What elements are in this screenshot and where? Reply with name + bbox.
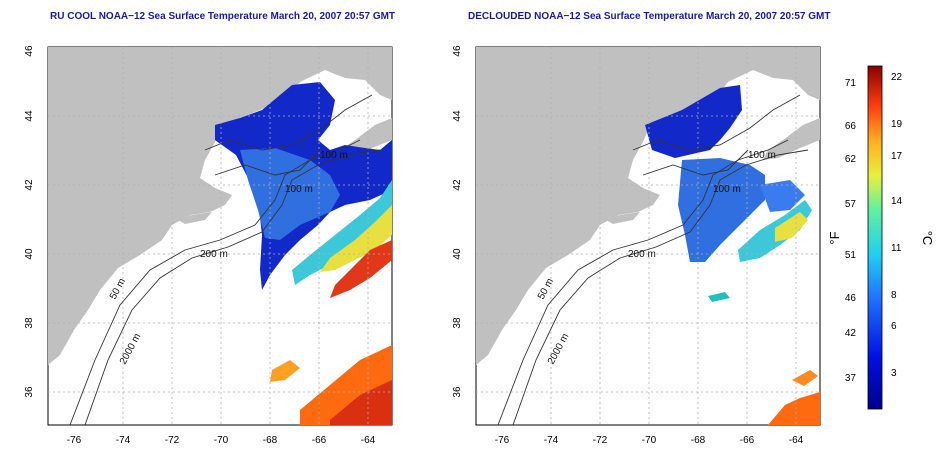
f-tick: 51 bbox=[845, 250, 857, 261]
map-right: 100 m 100 m 200 m 50 m 2000 m -76 -74 -7… bbox=[452, 45, 821, 446]
lat-tick: 42 bbox=[452, 179, 463, 191]
lon-tick: -72 bbox=[165, 435, 180, 446]
lon-tick: -64 bbox=[789, 435, 804, 446]
contour-label-100-mid: 100 m bbox=[285, 184, 313, 195]
map-left: 100 m 100 m 200 m 50 m 2000 m -76 -74 -7… bbox=[24, 45, 393, 446]
contour-label-200: 200 m bbox=[628, 249, 656, 260]
contour-label-100-north: 100 m bbox=[748, 150, 776, 161]
lat-tick: 44 bbox=[452, 110, 463, 122]
lat-tick: 40 bbox=[24, 248, 35, 260]
c-tick: 3 bbox=[891, 368, 897, 379]
grid-lines bbox=[476, 47, 820, 425]
c-tick: 8 bbox=[891, 290, 897, 301]
f-tick: 66 bbox=[845, 121, 857, 132]
f-tick: 37 bbox=[845, 373, 857, 384]
lon-tick: -66 bbox=[740, 435, 755, 446]
lon-tick: -74 bbox=[544, 435, 559, 446]
sst-south-patch bbox=[270, 360, 300, 382]
lon-tick: -70 bbox=[642, 435, 657, 446]
lon-tick: -68 bbox=[691, 435, 706, 446]
sst-mid-region bbox=[678, 158, 765, 262]
sst-cold-region bbox=[645, 85, 742, 158]
lat-tick: 42 bbox=[24, 179, 35, 191]
land-mass bbox=[476, 47, 820, 365]
lon-tick: -72 bbox=[593, 435, 608, 446]
sst-gulfstream-warm bbox=[330, 240, 392, 298]
lat-tick: 38 bbox=[24, 317, 35, 329]
lon-axis: -76 -74 -72 -70 -68 -66 -64 bbox=[495, 435, 804, 446]
colorbar-c-ticks: 22 19 17 14 11 8 6 3 bbox=[891, 72, 903, 379]
lat-axis: 36 38 40 42 44 46 bbox=[24, 45, 35, 398]
bathymetry-contours bbox=[69, 94, 381, 425]
sst-south-warm-core bbox=[330, 380, 392, 425]
f-tick: 46 bbox=[845, 293, 857, 304]
lat-tick: 46 bbox=[452, 45, 463, 57]
c-tick: 11 bbox=[891, 243, 902, 254]
land-long-island bbox=[603, 212, 640, 224]
f-tick: 42 bbox=[845, 328, 857, 339]
sst-mid-region bbox=[240, 148, 340, 240]
sst-warm-front bbox=[320, 205, 392, 272]
colorbar-gradient bbox=[867, 65, 883, 410]
land-nova-scotia bbox=[763, 118, 820, 160]
lat-tick: 40 bbox=[452, 248, 463, 260]
c-tick: 22 bbox=[891, 72, 903, 83]
c-tick: 17 bbox=[891, 151, 903, 162]
map-title-left: RU COOL NOAA−12 Sea Surface Temperature … bbox=[50, 11, 396, 22]
land-mass bbox=[48, 47, 392, 365]
contour-label-100-mid: 100 m bbox=[713, 184, 741, 195]
sst-small-patch bbox=[708, 292, 730, 302]
map-title-right: DECLOUDED NOAA−12 Sea Surface Temperatur… bbox=[468, 11, 831, 22]
lat-tick: 44 bbox=[24, 110, 35, 122]
sst-south-patch bbox=[792, 370, 818, 386]
colorbar: 71 66 62 57 51 46 42 37 22 19 17 14 11 8… bbox=[827, 65, 935, 410]
bathymetry-contours bbox=[497, 94, 809, 425]
contour-label-200: 200 m bbox=[200, 249, 228, 260]
lon-tick: -68 bbox=[263, 435, 278, 446]
c-tick: 19 bbox=[891, 119, 903, 130]
lon-tick: -66 bbox=[312, 435, 327, 446]
colorbar-f-label: °F bbox=[827, 231, 842, 244]
lat-axis: 36 38 40 42 44 46 bbox=[452, 45, 463, 398]
sst-warm-front bbox=[775, 212, 808, 242]
lon-tick: -76 bbox=[67, 435, 82, 446]
sst-gulfstream-edge bbox=[292, 180, 392, 285]
grid-lines bbox=[48, 47, 392, 425]
contour-label-100-north: 100 m bbox=[320, 150, 348, 161]
f-tick: 71 bbox=[845, 78, 857, 89]
c-tick: 14 bbox=[891, 196, 903, 207]
colorbar-c-label: °C bbox=[920, 231, 935, 246]
lat-tick: 36 bbox=[452, 386, 463, 398]
sst-edge-region bbox=[760, 180, 805, 212]
lon-tick: -64 bbox=[361, 435, 376, 446]
lon-tick: -70 bbox=[214, 435, 229, 446]
sst-south-warm bbox=[768, 392, 820, 425]
lon-tick: -74 bbox=[116, 435, 131, 446]
lat-tick: 38 bbox=[452, 317, 463, 329]
f-tick: 62 bbox=[845, 154, 857, 165]
colorbar-f-ticks: 71 66 62 57 51 46 42 37 bbox=[845, 78, 857, 384]
lat-tick: 36 bbox=[24, 386, 35, 398]
lat-tick: 46 bbox=[24, 45, 35, 57]
c-tick: 6 bbox=[891, 321, 897, 332]
land-long-island bbox=[175, 212, 212, 224]
f-tick: 57 bbox=[845, 199, 857, 210]
lon-axis: -76 -74 -72 -70 -68 -66 -64 bbox=[67, 435, 376, 446]
lon-tick: -76 bbox=[495, 435, 510, 446]
